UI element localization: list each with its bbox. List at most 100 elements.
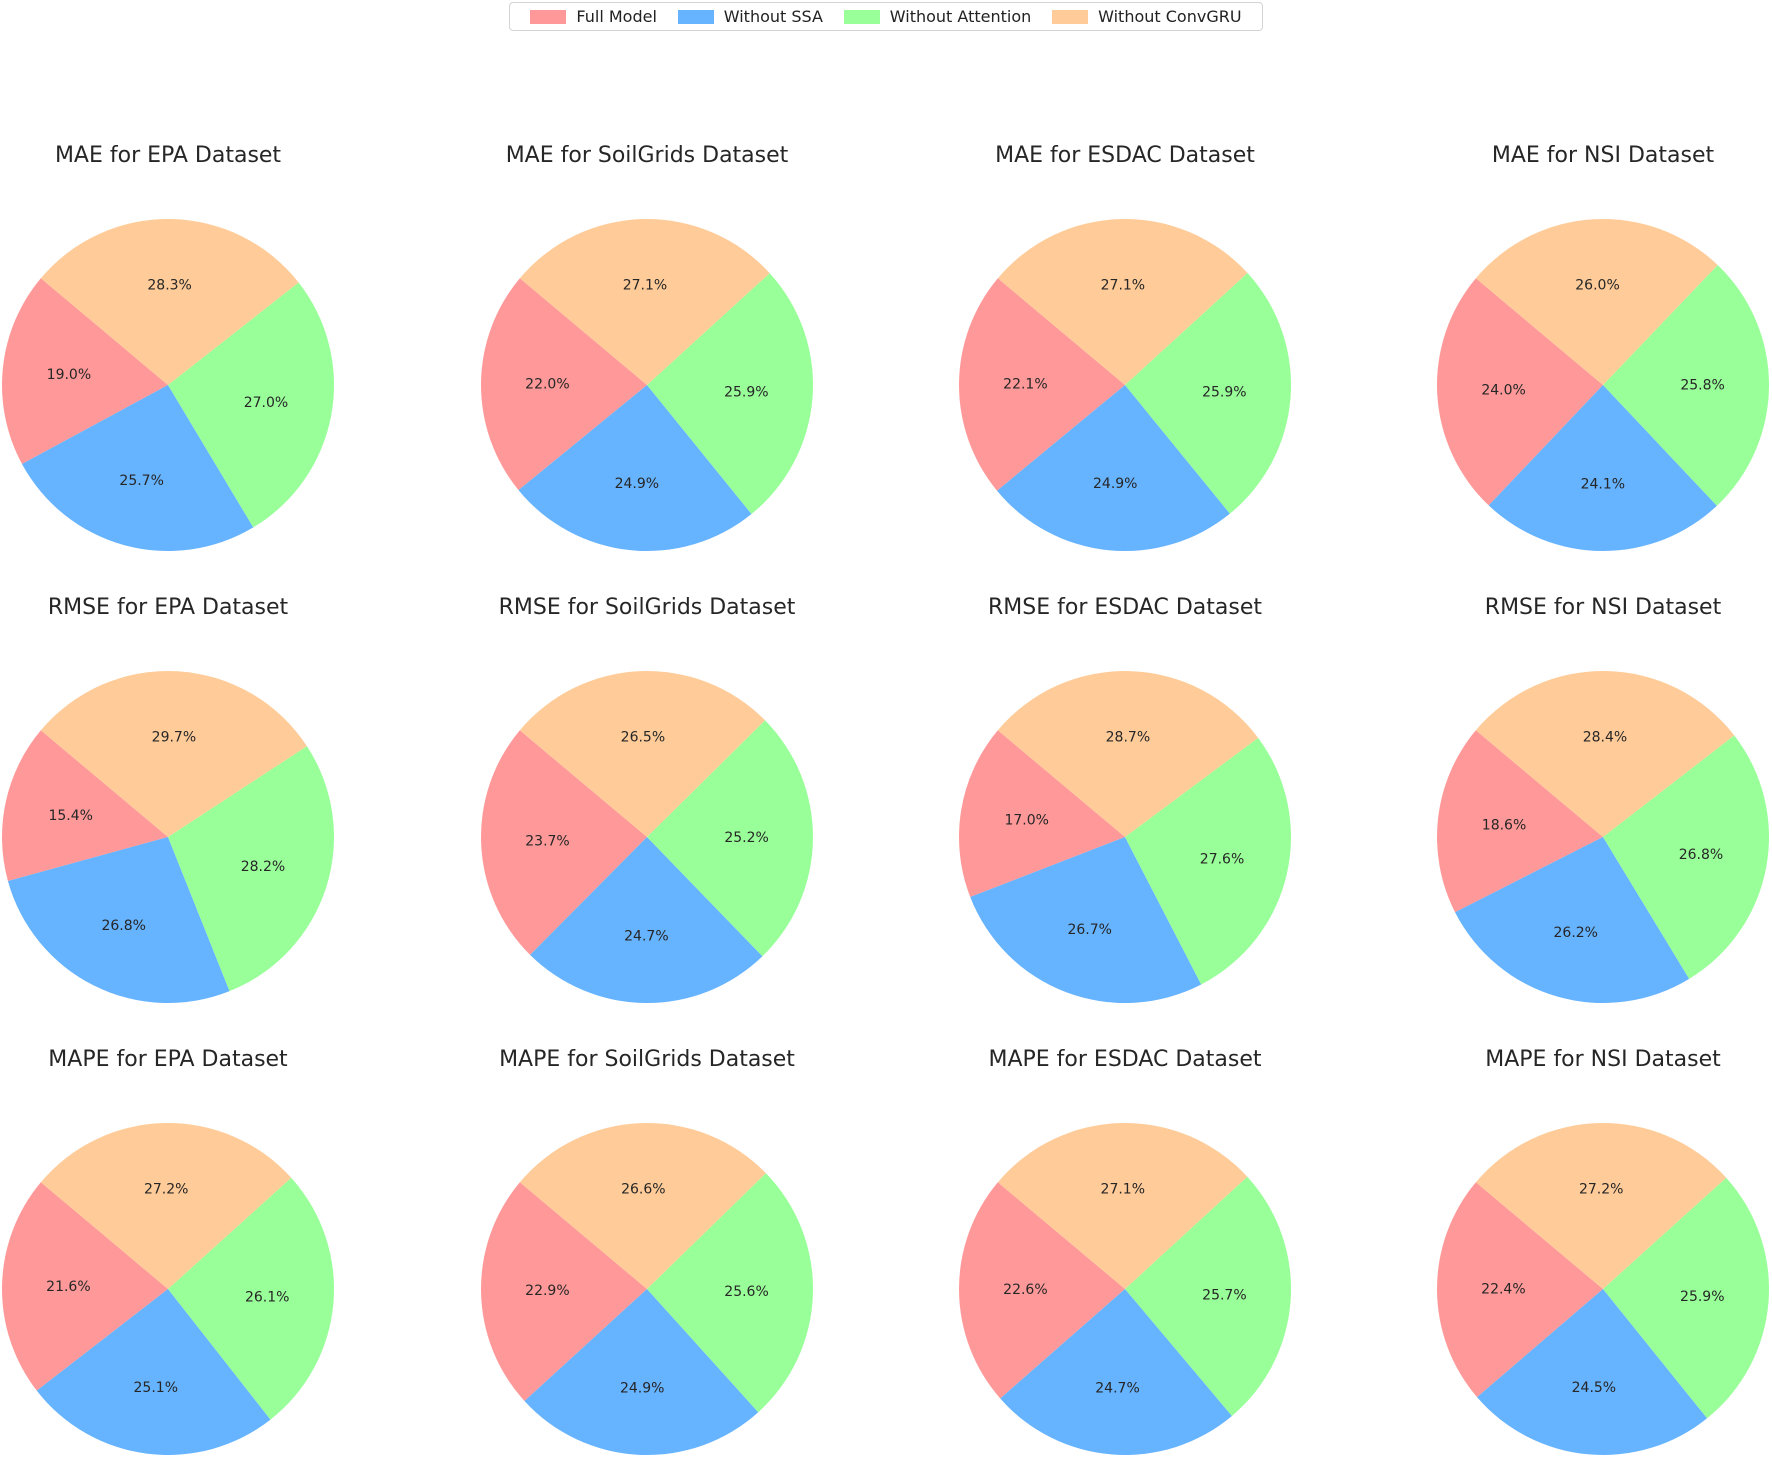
pie-slice-without-attention — [168, 282, 335, 528]
pie-slice-label-full-model: 22.1% — [1003, 377, 1047, 393]
pie-slice-label-full-model: 17.0% — [1004, 813, 1048, 829]
pie-slice-without-convgru — [997, 219, 1248, 385]
pie-slice-label-without-attention: 27.6% — [1200, 851, 1244, 867]
chart-title: MAE for NSI Dataset — [1492, 143, 1715, 168]
pie-slice-without-attention — [1603, 1177, 1770, 1419]
pie-slice-full-model — [2, 278, 169, 464]
pie-slice-without-convgru — [1475, 671, 1735, 837]
pie-slice-full-model — [2, 1182, 169, 1391]
pie-slice-without-ssa — [970, 837, 1202, 1003]
legend-label-without-ssa: Without SSA — [723, 7, 823, 26]
legend-swatch-full-model — [530, 9, 567, 24]
pie-slice-label-without-convgru: 26.6% — [621, 1181, 665, 1197]
pie-slice-without-convgru — [997, 1123, 1248, 1289]
pie-slice-without-ssa — [524, 1289, 759, 1456]
pie-slice-label-without-attention: 25.9% — [1202, 384, 1246, 400]
pie-slice-label-without-convgru: 27.1% — [1101, 1181, 1145, 1197]
pie-slice-without-ssa — [530, 837, 763, 1004]
legend-label-without-convgru: Without ConvGRU — [1098, 7, 1242, 26]
legend-item-full-model: Full Model — [530, 7, 657, 26]
legend-swatch-without-ssa — [677, 9, 714, 24]
pie-slice-without-ssa — [1477, 1289, 1708, 1456]
pie-chart-mape-for-nsi-dataset: MAPE for NSI Dataset 22.4% 24.5% 25.9% 27.2% — [1437, 1047, 1770, 1456]
pie-chart-mae-for-soilgrids-dataset: MAE for SoilGrids Dataset 22.0% 24.9% 25.9%… — [481, 143, 814, 552]
pie-slice-label-without-convgru: 28.4% — [1583, 729, 1627, 745]
legend-item-without-ssa: Without SSA — [677, 7, 823, 26]
chart-title: MAPE for ESDAC Dataset — [988, 1047, 1261, 1072]
pie-slice-label-without-ssa: 26.2% — [1554, 925, 1598, 941]
pie-chart-rmse-for-epa-dataset: RMSE for EPA Dataset 15.4% 26.8% 28.2% 29.7% — [2, 595, 334, 1003]
chart-title: RMSE for NSI Dataset — [1485, 595, 1722, 620]
pie-slice-full-model — [481, 1182, 647, 1402]
pie-chart-mape-for-soilgrids-dataset: MAPE for SoilGrids Dataset 22.9% 24.9% 25.6… — [481, 1047, 814, 1456]
pie-slice-without-convgru — [40, 219, 299, 385]
pie-slice-label-without-ssa: 24.9% — [615, 476, 659, 492]
pie-slice-label-without-convgru: 26.5% — [621, 729, 665, 745]
pie-slice-without-convgru — [519, 219, 770, 385]
pie-slice-without-ssa — [1000, 1289, 1232, 1456]
pie-chart-mape-for-esdac-dataset: MAPE for ESDAC Dataset 22.6% 24.7% 25.7% 27.… — [959, 1047, 1292, 1456]
pie-slice-label-without-ssa: 24.1% — [1581, 477, 1625, 493]
pie-slice-without-ssa — [997, 385, 1230, 552]
pie-slice-without-ssa — [518, 385, 752, 552]
pie-slice-label-without-convgru: 29.7% — [152, 730, 196, 746]
pie-slice-label-without-ssa: 26.8% — [101, 918, 145, 934]
chart-title: MAPE for SoilGrids Dataset — [499, 1047, 795, 1072]
pie-slice-label-without-convgru: 27.2% — [1579, 1181, 1623, 1197]
pie-slice-label-without-convgru: 27.1% — [1101, 277, 1145, 293]
legend-label-full-model: Full Model — [576, 7, 657, 26]
pie-slice-without-ssa — [7, 837, 230, 1003]
pie-slice-label-full-model: 24.0% — [1481, 383, 1525, 399]
pie-slice-label-without-attention: 26.1% — [245, 1290, 289, 1306]
pie-slice-label-without-ssa: 24.9% — [1093, 476, 1137, 492]
chart-title: RMSE for SoilGrids Dataset — [499, 595, 796, 620]
pie-chart-rmse-for-nsi-dataset: RMSE for NSI Dataset 18.6% 26.2% 26.8% 28.4% — [1437, 595, 1770, 1003]
pie-slice-without-convgru — [40, 1123, 292, 1289]
pie-slice-label-without-attention: 25.2% — [724, 830, 768, 846]
pie-slice-label-without-attention: 25.6% — [724, 1284, 768, 1300]
pie-slice-label-without-ssa: 25.1% — [134, 1380, 178, 1396]
legend-swatch-without-convgru — [1052, 9, 1089, 24]
pie-slice-without-attention — [1125, 1176, 1292, 1416]
pie-slice-label-without-ssa: 24.7% — [1095, 1380, 1139, 1396]
pie-slice-without-convgru — [519, 671, 765, 837]
pie-slice-full-model — [1436, 278, 1603, 506]
chart-title: MAE for ESDAC Dataset — [995, 143, 1255, 168]
pie-slice-label-full-model: 22.4% — [1481, 1282, 1525, 1298]
pie-slice-without-convgru — [40, 671, 307, 837]
pie-slice-full-model — [1437, 1182, 1603, 1398]
pie-chart-mape-for-epa-dataset: MAPE for EPA Dataset 21.6% 25.1% 26.1% 27.2% — [2, 1047, 335, 1456]
chart-title: MAE for SoilGrids Dataset — [506, 143, 789, 168]
pie-slice-without-convgru — [519, 1123, 766, 1289]
legend-swatch-without-attention — [843, 9, 880, 24]
pie-slice-label-without-ssa: 24.7% — [624, 929, 668, 945]
pie-slice-without-attention — [647, 1173, 814, 1413]
pie-slice-without-attention — [1125, 737, 1291, 985]
pie-slice-label-without-ssa: 24.9% — [620, 1380, 664, 1396]
pie-slice-label-without-attention: 25.8% — [1680, 377, 1724, 393]
pie-slice-without-attention — [168, 1177, 335, 1420]
pie-slice-label-without-ssa: 24.5% — [1572, 1380, 1616, 1396]
pie-slice-full-model — [2, 730, 169, 882]
pie-slice-without-attention — [1603, 264, 1770, 506]
pie-slice-label-full-model: 19.0% — [47, 367, 91, 383]
chart-title: MAE for EPA Dataset — [55, 143, 281, 168]
pie-chart-rmse-for-esdac-dataset: RMSE for ESDAC Dataset 17.0% 26.7% 27.6% 28.… — [958, 595, 1291, 1003]
pie-slice-label-full-model: 15.4% — [48, 808, 92, 824]
pie-slice-label-full-model: 22.9% — [525, 1283, 569, 1299]
pie-slice-without-ssa — [1455, 837, 1690, 1003]
pie-slice-full-model — [1437, 730, 1603, 913]
chart-title: MAPE for NSI Dataset — [1485, 1047, 1721, 1072]
pie-slice-label-without-convgru: 27.1% — [623, 277, 667, 293]
pie-slice-label-full-model: 21.6% — [46, 1279, 90, 1295]
pie-chart-mae-for-epa-dataset: MAE for EPA Dataset 19.0% 25.7% 27.0% 28.3% — [2, 143, 335, 552]
pie-slice-full-model — [959, 1182, 1125, 1399]
pie-slice-full-model — [958, 730, 1125, 898]
chart-title: RMSE for EPA Dataset — [48, 595, 289, 620]
pie-slice-label-without-attention: 25.9% — [1680, 1289, 1724, 1305]
pie-slice-without-ssa — [21, 385, 254, 552]
pie-slice-without-ssa — [1488, 385, 1717, 552]
pie-chart-mae-for-nsi-dataset: MAE for NSI Dataset 24.0% 24.1% 25.8% 26.0% — [1436, 143, 1770, 552]
pie-slice-label-without-convgru: 28.7% — [1106, 729, 1150, 745]
